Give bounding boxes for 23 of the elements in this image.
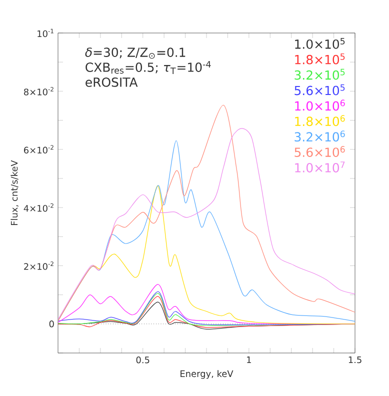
x-tick-label: 1 xyxy=(247,356,251,364)
text: 1.8×10$^{6}$ xyxy=(295,115,345,126)
text: 5.6×10$^{6}$ xyxy=(294,146,345,157)
text: 3.2×10$^{5}$ xyxy=(294,68,345,80)
annotation: δ=30; Z/Z$_{⊙}$=0.1 xyxy=(85,48,186,59)
text: 1.0×10$^{5}$ xyxy=(295,38,345,49)
text: 1.8×10$^{5}$ xyxy=(295,53,345,64)
y-tick-label: 0 xyxy=(49,320,54,328)
text: 1.0×10$^{7}$ xyxy=(295,162,345,172)
text: 1.0×10$^{6}$ xyxy=(295,100,345,111)
text: 3.2×10$^{6}$ xyxy=(294,130,345,142)
annotation: CXB$_{res}$=0.5; τ$_{T}$=10$^{-4}$ xyxy=(86,61,211,74)
y-tick-label: 2×10$^{-2}$ xyxy=(24,262,54,270)
annotation: eROSITA xyxy=(86,77,138,87)
y-tick-label: 8×10$^{-2}$ xyxy=(24,86,54,96)
text: 5.6×10$^{5}$ xyxy=(294,84,345,96)
x-axis-title: Energy, keV xyxy=(180,370,234,379)
y-tick-label: 6×10$^{-2}$ xyxy=(24,145,54,154)
y-tick-label: 4×10$^{-2}$ xyxy=(24,203,54,212)
y-tick-label: 10$^{-1}$ xyxy=(38,28,54,38)
y-axis-title: Flux, cnt/s/keV xyxy=(10,160,19,225)
x-tick-label: 0.5 xyxy=(136,356,150,364)
x-tick-label: 1.5 xyxy=(348,356,362,364)
